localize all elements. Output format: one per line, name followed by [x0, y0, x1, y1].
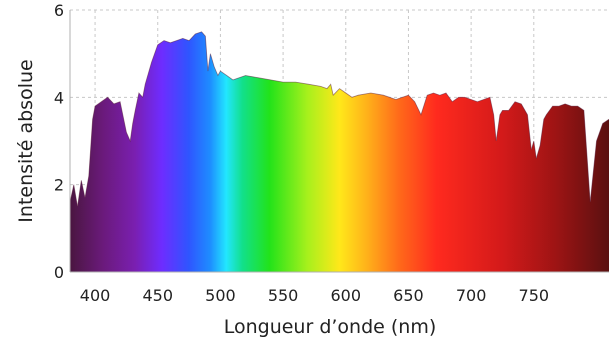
- x-tick-label: 750: [519, 286, 550, 305]
- spectrum-series-area: [70, 31, 609, 272]
- y-tick-label: 0: [54, 263, 64, 282]
- y-tick-label: 2: [54, 176, 64, 195]
- y-tick-labels: 0 2 4 6: [54, 1, 64, 282]
- x-tick-label: 600: [330, 286, 361, 305]
- x-tick-labels: 400 450 500 550 600 650 700 750: [80, 286, 549, 305]
- spectrum-series-outline: [69, 31, 609, 207]
- x-tick-label: 450: [142, 286, 173, 305]
- x-tick-label: 650: [393, 286, 424, 305]
- x-axis-title: Longueur d’onde (nm): [224, 316, 437, 338]
- x-tick-label: 700: [456, 286, 487, 305]
- x-tick-label: 550: [268, 286, 299, 305]
- y-axis-title: Intensité absolue: [15, 59, 37, 222]
- x-tick-label: 500: [205, 286, 236, 305]
- y-tick-label: 6: [54, 1, 64, 20]
- x-tick-label: 400: [80, 286, 111, 305]
- y-tick-label: 4: [54, 88, 64, 107]
